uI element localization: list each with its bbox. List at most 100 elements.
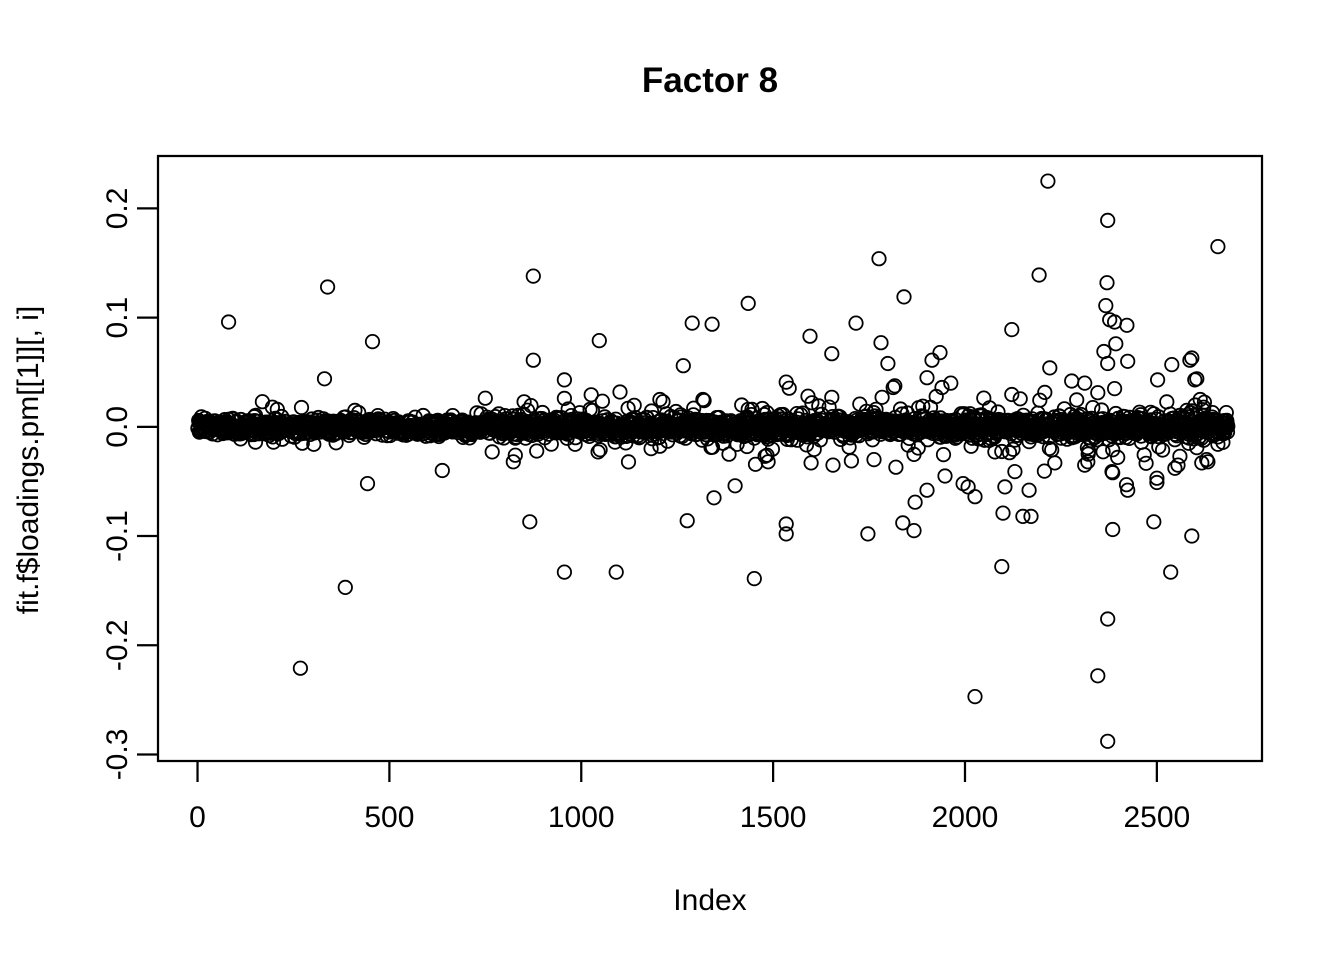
data-point-outlier [695,391,711,408]
data-point-outlier [292,660,308,676]
data-point-outlier [1210,436,1226,452]
data-point-outlier [1031,267,1047,283]
data-point-outlier [1004,321,1020,338]
data-point-outlier [1187,397,1203,413]
data-point-outlier [652,391,668,408]
data-point-outlier [874,389,890,405]
y-tick-label: 0.1 [101,297,134,339]
data-point-outlier [1080,454,1096,470]
data-point-outlier [967,688,983,705]
data-point-outlier [556,390,573,406]
data-point-outlier [608,564,624,580]
data-point-outlier [1007,463,1023,480]
data-point [811,398,827,414]
data-point-outlier [337,579,353,596]
data-point-outlier [254,394,270,410]
data-point-outlier [866,451,882,468]
data-point-outlier [729,436,745,452]
data-point-outlier [896,289,912,305]
data-point-outlier [484,444,500,460]
data-point [1005,441,1021,457]
x-tick-label: 500 [364,801,414,834]
y-tick-label: -0.2 [101,619,134,671]
data-point [1036,463,1053,479]
data-point-outlier [607,434,623,450]
data-point-outlier [1182,352,1198,368]
data-point-outlier [1146,514,1162,530]
data-point-outlier [1040,173,1056,189]
data-point-outlier [873,335,889,351]
data-point-outlier [1120,482,1136,498]
data-point-outlier [567,436,583,452]
data-point-outlier [582,401,598,417]
data-point-outlier [825,457,841,473]
data-point-outlier [525,352,541,368]
data-point [1001,445,1018,461]
data-point-outlier [888,459,904,475]
data-point-outlier [871,251,887,267]
data-point-outlier [1105,465,1121,481]
data-point-outlier [1189,439,1205,456]
data-point-outlier [1210,239,1226,255]
data-point-outlier [744,401,760,417]
data-point-outlier [860,526,876,542]
data-point [910,440,926,456]
data-point-outlier [997,479,1013,495]
data-point-outlier [1047,455,1063,471]
data-point-outlier [895,515,911,531]
data-point-outlier [906,522,922,539]
data-point-outlier [1200,454,1216,470]
data-point-outlier [1170,457,1186,473]
data-point [477,390,493,406]
data-point-outlier [1098,297,1114,314]
data-point [1085,399,1101,416]
data-point-outlier [1021,482,1037,498]
y-tick-label: -0.1 [101,510,134,562]
data-point-outlier [1149,474,1165,491]
data-point-outlier [848,315,864,331]
data-point-outlier [1100,355,1116,372]
data-point [529,443,545,459]
data-point-outlier [269,401,285,417]
data-point-outlier [306,436,322,452]
data-point [1069,392,1085,408]
data-point-outlier [778,516,794,532]
data-point-outlier [727,478,743,494]
data-point-outlier [675,358,691,374]
data-point-outlier [1163,564,1179,580]
data-point-outlier [556,372,573,388]
data-point-outlier [759,404,775,421]
data-point-outlier [434,462,450,479]
data-point [1012,391,1028,407]
data-point-outlier [1119,317,1135,333]
data-point [1220,418,1236,434]
data-points [190,173,1236,749]
data-point-outlier [1107,314,1123,330]
data-point [1155,442,1171,458]
data-point-outlier [924,352,940,368]
data-point-outlier [778,526,794,542]
data-point-outlier [1196,399,1212,415]
data-point-outlier [1105,521,1121,538]
data-point-outlier [804,395,820,411]
data-point-outlier [1015,508,1031,525]
data-point-outlier [1150,372,1166,388]
data-point-outlier [1118,477,1135,493]
data-point-outlier [919,482,935,498]
data-point-outlier [1108,336,1124,352]
data-point-outlier [1189,371,1205,387]
data-point-outlier [740,295,756,311]
data-point [1219,424,1236,440]
data-point-outlier [1204,404,1221,421]
data-point [583,387,599,403]
data-point-outlier [739,438,755,455]
chart-title: Factor 8 [641,61,779,100]
data-point-outlier [592,442,608,458]
data-point-outlier [247,434,264,450]
data-point-outlier [265,434,282,450]
data-point [620,454,637,470]
data-point-outlier [885,379,901,396]
x-tick-label: 1000 [548,801,615,834]
data-point-outlier [824,389,840,405]
data-point-outlier [359,475,376,492]
